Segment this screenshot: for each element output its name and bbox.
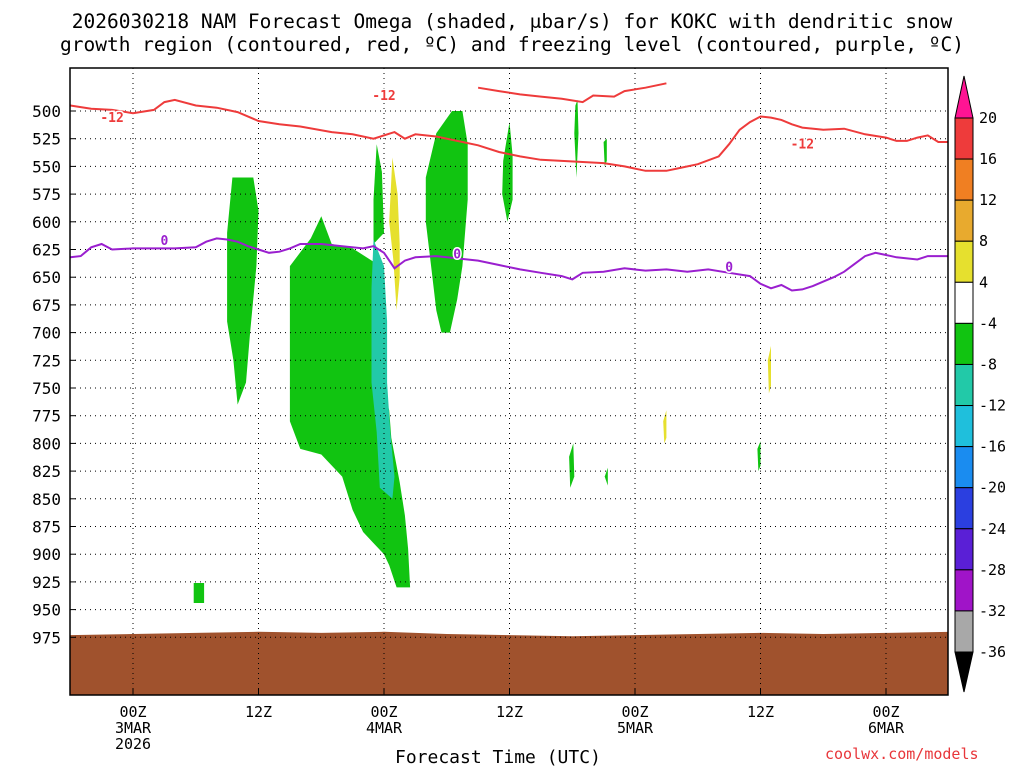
colorbar-bin-6 — [954, 363, 974, 407]
y-tick-label-950: 950 — [32, 601, 61, 620]
omega-region-13 — [663, 410, 667, 444]
omega-region-14 — [767, 345, 771, 394]
y-tick-label-850: 850 — [32, 490, 61, 509]
x-axis-label: Forecast Time (UTC) — [395, 747, 601, 768]
y-tick-label-525: 525 — [32, 130, 61, 149]
x-tick-label-6-0: 00Z — [119, 703, 146, 721]
omega-region-2 — [373, 144, 384, 244]
colorbar-bin-1 — [954, 158, 974, 201]
colorbar-label-9: -20 — [979, 479, 1006, 497]
x-tick-label-6-1: 3MAR — [115, 719, 152, 737]
colorbar-label-5: -4 — [979, 314, 997, 332]
y-tick-label-650: 650 — [32, 268, 61, 287]
omega-region-10 — [604, 467, 608, 486]
y-tick-label-625: 625 — [32, 241, 61, 260]
omega-region-8 — [603, 138, 607, 167]
x-tick-label-78-1: 6MAR — [868, 719, 905, 737]
y-tick-label-975: 975 — [32, 628, 61, 647]
y-tick-label-925: 925 — [32, 573, 61, 592]
omega-region-11 — [757, 441, 761, 472]
colorbar-bin-3 — [954, 240, 974, 283]
y-tick-label-725: 725 — [32, 351, 61, 370]
colorbar-label-4: 4 — [979, 273, 988, 291]
colorbar-label-1: 16 — [979, 150, 997, 168]
omega-region-1 — [289, 216, 411, 588]
chart-title: 2026030218 NAM Forecast Omega (shaded, μ… — [0, 10, 1024, 56]
colorbar-bottom-arrow — [954, 651, 974, 693]
x-tick-label-66-0: 12Z — [747, 703, 774, 721]
title-line-2: growth region (contoured, red, ºC) and f… — [60, 33, 964, 56]
colorbar-bin-0 — [954, 117, 974, 160]
red-contour-1 — [477, 82, 667, 104]
colorbar-bin-5 — [954, 322, 974, 365]
colorbar-top-arrow — [954, 75, 974, 119]
y-tick-label-700: 700 — [32, 324, 61, 343]
colorbar-label-7: -12 — [979, 397, 1006, 415]
y-tick-label-825: 825 — [32, 462, 61, 481]
omega-region-5 — [425, 111, 468, 333]
red-contour-label-0-1: -12 — [372, 89, 395, 104]
omega-region-12 — [193, 583, 205, 603]
y-tick-label-675: 675 — [32, 296, 61, 315]
colorbar-label-10: -24 — [979, 520, 1006, 538]
colorbar-bin-10 — [954, 528, 974, 571]
omega-region-3 — [371, 239, 395, 499]
x-tick-label-6-2: 2026 — [115, 735, 151, 753]
colorbar-label-3: 8 — [979, 232, 988, 250]
purple-contour-label-2-2: 0 — [725, 261, 733, 276]
colorbar-label-0: 20 — [979, 109, 997, 127]
y-tick-label-800: 800 — [32, 434, 61, 453]
colorbar-label-12: -32 — [979, 602, 1006, 620]
omega-region-9 — [569, 443, 575, 488]
credit-link[interactable]: coolwx.com/models — [825, 745, 979, 763]
red-contour-label-0-0: -12 — [100, 111, 123, 126]
purple-contour-label-2-0: 0 — [160, 234, 168, 249]
colorbar-label-11: -28 — [979, 561, 1006, 579]
purple-contour-2 — [70, 237, 948, 292]
colorbar-bin-11 — [954, 569, 974, 612]
y-tick-label-900: 900 — [32, 545, 61, 564]
omega-region-4 — [389, 157, 400, 311]
plot-frame — [69, 67, 949, 696]
colorbar-label-2: 12 — [979, 191, 997, 209]
x-tick-label-30-0: 00Z — [370, 703, 397, 721]
colorbar-bin-7 — [954, 405, 974, 448]
omega-region-6 — [502, 122, 513, 222]
colorbar-bin-9 — [954, 487, 974, 530]
colorbar-bin-4 — [954, 281, 974, 324]
y-tick-label-775: 775 — [32, 407, 61, 426]
y-tick-label-550: 550 — [32, 157, 61, 176]
y-tick-label-875: 875 — [32, 518, 61, 537]
x-tick-label-30-1: 4MAR — [366, 719, 403, 737]
colorbar-bin-2 — [954, 199, 974, 242]
omega-region-0 — [227, 177, 259, 405]
x-tick-label-54-1: 5MAR — [617, 719, 654, 737]
purple-contour-label-2-1: 0 — [453, 247, 461, 262]
colorbar-label-6: -8 — [979, 355, 997, 373]
colorbar-bin-12 — [954, 610, 974, 653]
red-contour-label-0-2: -12 — [791, 138, 814, 153]
x-tick-label-78-0: 00Z — [872, 703, 899, 721]
x-tick-label-18-0: 12Z — [245, 703, 272, 721]
colorbar-bin-8 — [954, 446, 974, 489]
y-tick-label-600: 600 — [32, 213, 61, 232]
title-line-1: 2026030218 NAM Forecast Omega (shaded, μ… — [71, 10, 953, 33]
x-tick-label-42-0: 12Z — [496, 703, 523, 721]
y-tick-label-500: 500 — [32, 102, 61, 121]
y-tick-label-750: 750 — [32, 379, 61, 398]
omega-region-7 — [574, 99, 579, 178]
red-contour-0 — [70, 98, 948, 172]
x-tick-label-54-0: 00Z — [621, 703, 648, 721]
y-tick-label-575: 575 — [32, 185, 61, 204]
colorbar-label-8: -16 — [979, 438, 1006, 456]
colorbar-label-13: -36 — [979, 643, 1006, 661]
